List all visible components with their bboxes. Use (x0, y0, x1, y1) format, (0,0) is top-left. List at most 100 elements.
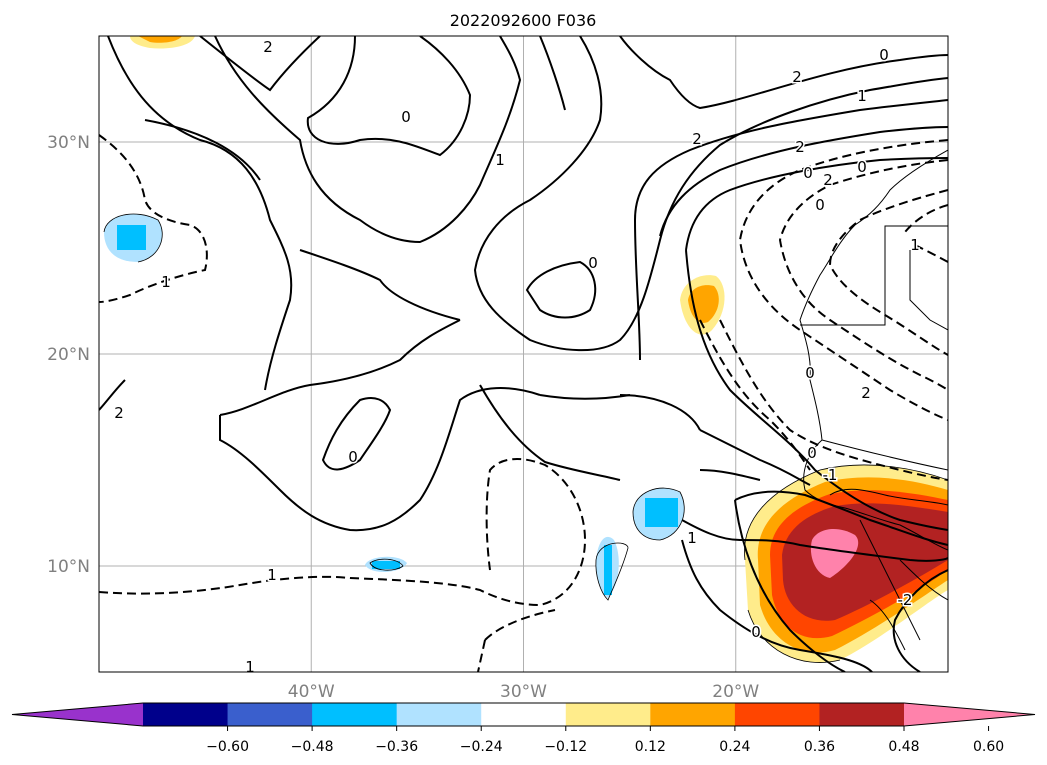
colorbar-swatch (481, 703, 567, 726)
colorbar-swatch (819, 703, 905, 726)
country-border (821, 439, 948, 471)
colorbar-swatch (143, 703, 229, 726)
lat-tick-label: 30°N (47, 133, 90, 153)
map-frame (98, 35, 949, 673)
map-gridlines (99, 36, 948, 672)
colorbar-outline (11, 702, 1036, 727)
colorbar-tick-label: −0.60 (206, 739, 249, 755)
anomaly-outline (369, 558, 404, 571)
contour-line-solid (681, 519, 948, 562)
contour-line-solid (473, 36, 948, 352)
colorbar-tick-label: 0.24 (719, 739, 750, 755)
lon-tick-label: 30°W (500, 682, 547, 702)
contour-line-dashed (904, 204, 948, 233)
contour-line-dashed (99, 134, 208, 303)
contour-label: 2 (263, 38, 273, 56)
colorbar-tick-label: −0.24 (460, 739, 503, 755)
contour-line-dashed (719, 319, 948, 481)
contour-label: 1 (910, 236, 920, 254)
latitude-tick-labels: 30°N 20°N 10°N (47, 133, 90, 577)
contour-line-dashed (914, 244, 948, 263)
contour-line-solid (699, 469, 761, 481)
colorbar-swatch (734, 703, 820, 726)
contour-label: 0 (751, 623, 761, 641)
lon-tick-label: 40°W (288, 682, 335, 702)
colorbar-swatch (396, 703, 482, 726)
colorbar-tick-label: 0.48 (888, 739, 919, 755)
contour-line-solid (479, 384, 621, 481)
contour-line-dashed (699, 319, 811, 471)
contour-label: 0 (879, 46, 889, 64)
colorbar-extend-high (904, 703, 1035, 726)
negative-anomaly-region (372, 561, 400, 569)
contour-line-solid (539, 394, 631, 400)
anomaly-outline (744, 464, 948, 561)
colorbar-tick-labels: −0.60 −0.48 −0.36 −0.24 −0.12 0.12 0.24 0.36 0.4… (206, 726, 1004, 755)
contour-label: 2 (823, 171, 833, 189)
contour-line-solid (892, 569, 948, 672)
contour-line-solid (685, 249, 948, 531)
anomaly-outline (103, 213, 163, 263)
contour-label: 1 (161, 273, 171, 291)
contour-line-solid (219, 319, 461, 416)
contour-line-solid (321, 397, 392, 471)
contour-label: 0 (807, 444, 817, 462)
contour-label: 0 (401, 108, 411, 126)
contour-line-solid (525, 260, 597, 319)
longitude-tick-labels: 40°W 30°W 20°W (288, 682, 760, 702)
country-border (859, 519, 921, 641)
chart-title: 2022092600 F036 (450, 11, 597, 30)
negative-anomaly-region (604, 545, 612, 595)
anomaly-outline (595, 542, 629, 601)
contour-label: 0 (348, 448, 358, 466)
lat-tick-label: 20°N (47, 345, 90, 365)
contour-line-solid (681, 539, 873, 672)
positive-anomaly-region (810, 528, 859, 578)
contour-line-solid (734, 499, 846, 672)
contour-line-solid (619, 36, 948, 110)
contour-line-dashed (477, 639, 486, 672)
contour-line-dashed (99, 458, 587, 607)
contour-line-solid (219, 387, 541, 532)
contour-line-solid (144, 119, 261, 181)
contour-label: 1 (245, 658, 255, 676)
contour-line-solid (299, 249, 461, 321)
colorbar-extend-low (12, 703, 143, 726)
contour-line-solid (214, 36, 522, 244)
contour-label: -2 (898, 591, 913, 609)
lon-tick-label: 20°W (712, 682, 759, 702)
contour-line-solid (633, 99, 948, 361)
contour-label: 2 (861, 384, 871, 402)
colorbar-tick-label: −0.48 (291, 739, 334, 755)
contour-label: 0 (857, 158, 867, 176)
contour-label: 0 (588, 254, 598, 272)
colorbar-tick-label: 0.12 (635, 739, 666, 755)
contour-label: 1 (495, 151, 505, 169)
contour-lines-dashed (99, 134, 948, 672)
contour-line-solid (107, 36, 293, 391)
filled-anomaly-regions (104, 36, 948, 663)
colorbar-swatch (650, 703, 736, 726)
colorbar-swatch (227, 703, 313, 726)
contour-label: 0 (803, 164, 813, 182)
contour-label: 1 (857, 87, 867, 105)
country-border (899, 559, 948, 601)
coastlines (799, 149, 948, 651)
country-border (800, 225, 948, 326)
contour-line-solid (659, 126, 948, 237)
contour-line-dashed (738, 139, 948, 421)
contour-line-solid (539, 36, 566, 111)
lat-tick-label: 10°N (47, 557, 90, 577)
africa-coastline (799, 149, 948, 551)
contour-line-solid (734, 490, 948, 546)
country-border (829, 488, 948, 506)
colorbar-swatch (312, 703, 398, 726)
colorbar-tick-label: 0.36 (804, 739, 835, 755)
positive-anomaly-region (138, 36, 182, 43)
negative-anomaly-region (117, 225, 146, 250)
colorbar-swatch (565, 703, 651, 726)
colorbar (11, 702, 1036, 727)
contour-lines (99, 36, 948, 672)
